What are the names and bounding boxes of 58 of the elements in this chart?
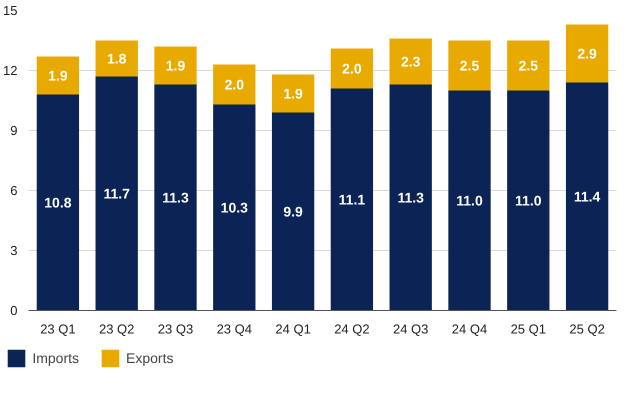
x-tick-label: 23 Q4: [216, 322, 252, 336]
bar: [566, 82, 608, 310]
bar: [36, 56, 80, 94]
data-label: 2.3: [400, 54, 421, 70]
data-label: 2.5: [518, 58, 538, 74]
bar: [154, 84, 197, 310]
bar: [272, 74, 314, 112]
bar: [507, 90, 550, 310]
bar: [330, 88, 374, 310]
data-label: 10.3: [220, 200, 248, 216]
x-tick-label: 25 Q1: [510, 322, 546, 336]
data-label: 11.0: [515, 192, 542, 208]
data-label: 9.9: [283, 204, 304, 220]
data-label: 2.0: [224, 76, 244, 92]
bar: [213, 104, 256, 310]
bar: [272, 112, 314, 310]
data-label: 11.7: [103, 186, 130, 202]
data-label: 10.8: [44, 194, 72, 210]
bar: [36, 94, 80, 310]
y-tick-label: 12: [3, 63, 18, 78]
bar: [390, 84, 432, 310]
x-tick-label: 23 Q1: [40, 322, 76, 336]
data-label: 1.9: [48, 68, 68, 84]
x-tick-label: 25 Q2: [569, 322, 605, 336]
y-tick-label: 3: [10, 243, 18, 258]
data-label: 11.3: [397, 190, 424, 206]
data-label: 11.3: [162, 190, 189, 206]
bar: [330, 48, 374, 88]
x-tick-label: 23 Q2: [98, 322, 134, 336]
x-tick-label: 24 Q4: [452, 322, 488, 336]
bar: [448, 90, 491, 310]
data-label: 2.5: [460, 58, 480, 74]
bar: [448, 40, 491, 90]
data-label: 1.9: [283, 86, 304, 102]
data-label: 1.9: [166, 58, 186, 74]
bar: [154, 46, 197, 84]
bar: [96, 76, 138, 310]
y-tick-label: 15: [3, 3, 18, 18]
bar: [566, 24, 608, 82]
data-label: 2.9: [577, 46, 598, 62]
data-label: 1.8: [106, 50, 127, 66]
x-tick-label: 24 Q2: [334, 322, 370, 336]
legend-label: Exports: [126, 350, 174, 366]
y-tick-label: 9: [10, 123, 18, 138]
y-tick-label: 6: [10, 183, 18, 198]
y-tick-label: 0: [10, 303, 18, 318]
data-label: 11.4: [574, 188, 601, 204]
data-label: 11.0: [456, 192, 483, 208]
data-label: 2.0: [342, 60, 362, 76]
x-tick-label: 24 Q3: [392, 322, 428, 336]
x-tick-label: 23 Q3: [158, 322, 194, 336]
bar: [507, 40, 550, 90]
bar: [96, 40, 138, 76]
legend-label: Imports: [32, 350, 80, 366]
bar: [390, 38, 432, 84]
data-label: 11.1: [338, 192, 366, 208]
x-tick-label: 24 Q1: [275, 322, 311, 336]
bar: [213, 64, 256, 104]
